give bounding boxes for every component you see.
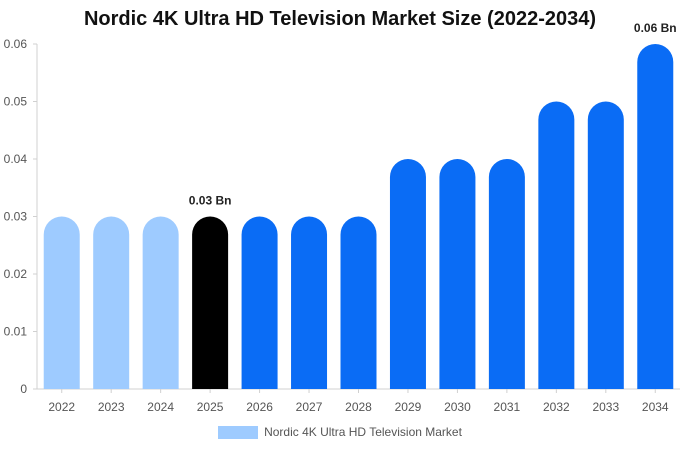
bar-2027 [291, 216, 328, 389]
x-tick-label: 2034 [642, 400, 669, 414]
y-tick-label: 0.04 [4, 152, 28, 166]
bar-2022 [43, 216, 80, 389]
chart-title: Nordic 4K Ultra HD Television Market Siz… [83, 8, 597, 30]
y-tick-label: 0.05 [4, 95, 28, 109]
bar-2024 [142, 216, 179, 389]
x-tick-label: 2028 [345, 400, 372, 414]
y-tick-label: 0.03 [4, 210, 28, 224]
x-tick-label: 2029 [395, 400, 422, 414]
data-label: 0.03 Bn [189, 194, 232, 208]
bar-2025 [192, 216, 229, 389]
data-label: 0.06 Bn [634, 21, 677, 35]
x-tick-label: 2031 [494, 400, 521, 414]
bar-2034 [637, 44, 674, 389]
x-tick-label: 2023 [98, 400, 125, 414]
x-tick-label: 2025 [197, 400, 224, 414]
bar-2026 [241, 216, 278, 389]
legend-label: Nordic 4K Ultra HD Television Market [264, 425, 462, 439]
legend: Nordic 4K Ultra HD Television Market [0, 425, 680, 439]
x-tick-label: 2024 [147, 400, 174, 414]
x-tick-label: 2030 [444, 400, 471, 414]
x-tick-label: 2033 [592, 400, 619, 414]
bar-2023 [93, 216, 130, 389]
legend-swatch [218, 425, 259, 439]
bar-2033 [587, 101, 624, 389]
x-tick-label: 2027 [296, 400, 323, 414]
y-tick-label: 0.06 [4, 37, 28, 51]
bar-2032 [538, 101, 575, 389]
y-tick-label: 0.02 [4, 267, 28, 281]
bar-2029 [389, 159, 426, 389]
x-tick-label: 2032 [543, 400, 570, 414]
y-tick-label: 0 [20, 382, 27, 396]
x-tick-label: 2022 [48, 400, 75, 414]
x-tick-label: 2026 [246, 400, 273, 414]
y-tick-label: 0.01 [4, 325, 28, 339]
bar-2031 [488, 158, 525, 389]
bar-2030 [439, 159, 476, 389]
bar-2028 [340, 216, 377, 389]
